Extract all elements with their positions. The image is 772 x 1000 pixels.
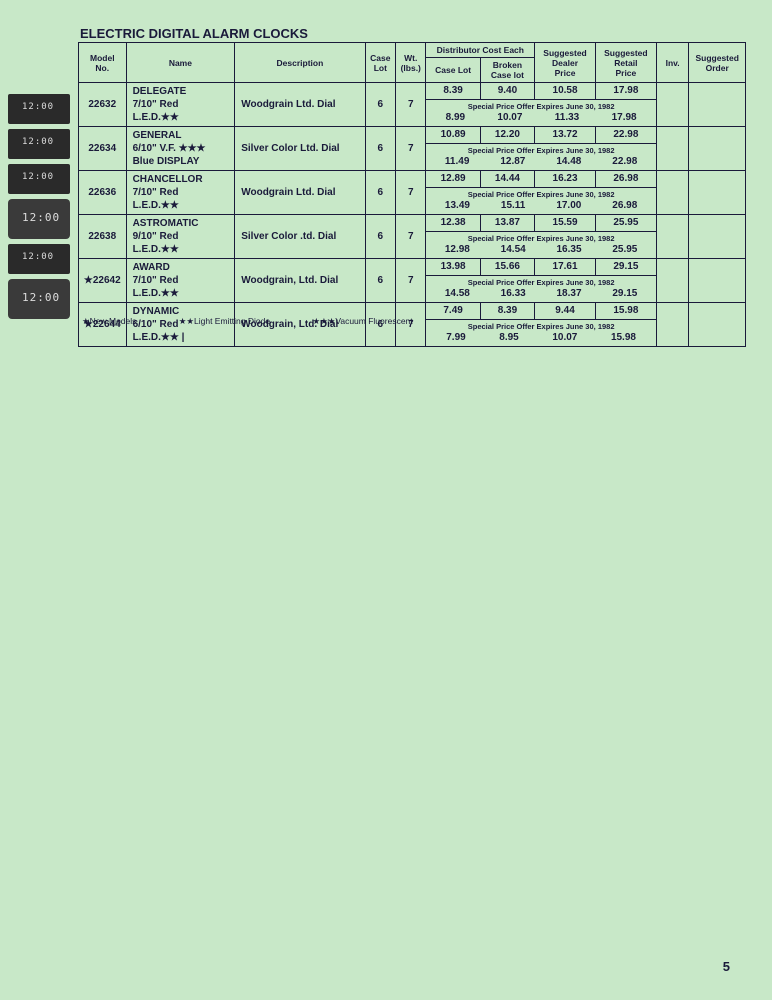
table-row-p1-2: 16.23 (535, 171, 596, 188)
table-row-caselot: 6 (365, 171, 395, 215)
table-row-name: AWARD7/10" RedL.E.D.★★ (126, 259, 235, 303)
table-row-p1-1: 15.66 (480, 259, 534, 276)
clock-thumb-5 (8, 244, 70, 274)
hdr-retail: SuggestedRetailPrice (595, 43, 656, 83)
table-row-wt: 7 (396, 171, 426, 215)
table-row-special: Special Price Offer Expires June 30, 198… (426, 143, 656, 170)
table-row-wt: 7 (396, 83, 426, 127)
table-row-p1-0: 13.98 (426, 259, 480, 276)
hdr-caselot-price: Case Lot (426, 58, 480, 83)
table-row-p1-3: 25.95 (595, 215, 656, 232)
table-row-order (689, 127, 746, 171)
hdr-inv: Inv. (656, 43, 689, 83)
table-row-model: 22638 (79, 215, 127, 259)
table-row-p1-2: 10.58 (535, 83, 596, 100)
table-row-caselot: 6 (365, 127, 395, 171)
table-row-inv (656, 303, 689, 347)
table-row-desc: Woodgrain, Ltd. Dial (235, 259, 365, 303)
table-row-p1-0: 12.38 (426, 215, 480, 232)
table-row-order (689, 303, 746, 347)
clock-thumb-1 (8, 94, 70, 124)
table-row-p1-1: 13.87 (480, 215, 534, 232)
footnote-vf: ★★★Vacuum Fluorescent (312, 316, 412, 326)
table-row-desc: Silver Color Ltd. Dial (235, 127, 365, 171)
table-row-order (689, 83, 746, 127)
table-row-desc: Silver Color .td. Dial (235, 215, 365, 259)
table-row-wt: 7 (396, 127, 426, 171)
page-title: ELECTRIC DIGITAL ALARM CLOCKS (80, 26, 308, 41)
table-row-special: Special Price Offer Expires June 30, 198… (426, 187, 656, 214)
clock-thumb-3 (8, 164, 70, 194)
table-row-p1-2: 15.59 (535, 215, 596, 232)
hdr-desc: Description (235, 43, 365, 83)
hdr-distcost: Distributor Cost Each (426, 43, 535, 58)
hdr-caselot: CaseLot (365, 43, 395, 83)
footnotes: ★New Models ★★Light Emitting Diode ★★★Va… (82, 316, 453, 327)
table-row-p1-1: 9.40 (480, 83, 534, 100)
table-row-p1-2: 17.61 (535, 259, 596, 276)
table-row-desc: Woodgrain Ltd. Dial (235, 171, 365, 215)
table-row-p1-3: 22.98 (595, 127, 656, 144)
table-row-p1-3: 26.98 (595, 171, 656, 188)
table-row-p1-3: 29.15 (595, 259, 656, 276)
clock-thumb-6 (8, 279, 70, 319)
table-row-wt: 7 (396, 215, 426, 259)
table-row-p1-1: 12.20 (480, 127, 534, 144)
table-row-special: Special Price Offer Expires June 30, 198… (426, 319, 656, 346)
price-table: ModelNo. Name Description CaseLot Wt.(lb… (78, 42, 746, 347)
table-row-name: ASTROMATIC9/10" RedL.E.D.★★ (126, 215, 235, 259)
table-row-inv (656, 127, 689, 171)
table-row-p1-1: 14.44 (480, 171, 534, 188)
footnote-led: ★★Light Emitting Diode (179, 316, 270, 326)
table-row-caselot: 6 (365, 83, 395, 127)
page-number: 5 (723, 959, 730, 974)
table-row-p1-0: 10.89 (426, 127, 480, 144)
table-row-inv (656, 215, 689, 259)
table-row-desc: Woodgrain Ltd. Dial (235, 83, 365, 127)
table-row-inv (656, 83, 689, 127)
table-row-caselot: 6 (365, 215, 395, 259)
table-row-name: GENERAL6/10" V.F. ★★★Blue DISPLAY (126, 127, 235, 171)
table-row-p1-0: 8.39 (426, 83, 480, 100)
table-row-inv (656, 259, 689, 303)
hdr-broken: BrokenCase lot (480, 58, 534, 83)
table-row-p1-3: 15.98 (595, 303, 656, 320)
table-row-order (689, 171, 746, 215)
clock-thumbnails (8, 94, 72, 324)
footnote-new: ★New Models (82, 316, 136, 326)
table-row-model: ★22642 (79, 259, 127, 303)
table-row-caselot: 6 (365, 259, 395, 303)
clock-thumb-2 (8, 129, 70, 159)
table-row-model: 22636 (79, 171, 127, 215)
table-row-special: Special Price Offer Expires June 30, 198… (426, 275, 656, 302)
table-row-wt: 7 (396, 259, 426, 303)
table-row-model: 22632 (79, 83, 127, 127)
table-row-p1-2: 13.72 (535, 127, 596, 144)
table-row-model: 22634 (79, 127, 127, 171)
table-row-p1-3: 17.98 (595, 83, 656, 100)
table-row-special: Special Price Offer Expires June 30, 198… (426, 99, 656, 126)
hdr-order: SuggestedOrder (689, 43, 746, 83)
hdr-model: ModelNo. (79, 43, 127, 83)
hdr-wt: Wt.(lbs.) (396, 43, 426, 83)
clock-thumb-4 (8, 199, 70, 239)
table-row-order (689, 259, 746, 303)
hdr-dealer: SuggestedDealerPrice (535, 43, 596, 83)
table-row-p1-1: 8.39 (480, 303, 534, 320)
table-row-name: DELEGATE7/10" RedL.E.D.★★ (126, 83, 235, 127)
hdr-name: Name (126, 43, 235, 83)
table-row-name: CHANCELLOR7/10" RedL.E.D.★★ (126, 171, 235, 215)
table-row-special: Special Price Offer Expires June 30, 198… (426, 231, 656, 258)
table-row-p1-2: 9.44 (535, 303, 596, 320)
table-row-order (689, 215, 746, 259)
table-row-p1-0: 12.89 (426, 171, 480, 188)
table-row-inv (656, 171, 689, 215)
